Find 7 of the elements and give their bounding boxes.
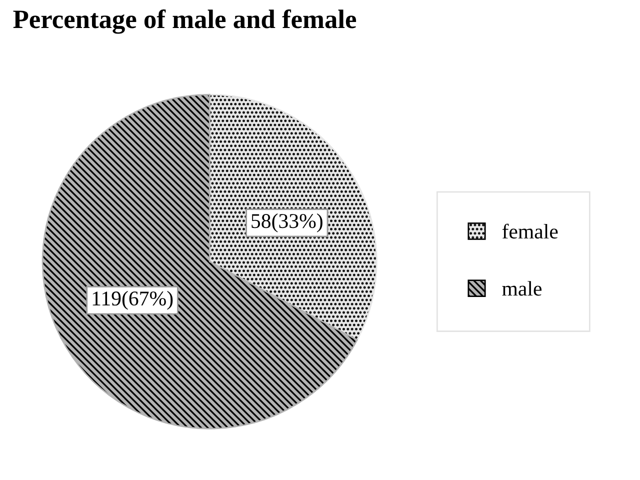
data-label: 58(33%) xyxy=(252,213,322,232)
legend-label: male xyxy=(502,281,542,296)
data-label: 119(67%) xyxy=(92,290,173,310)
legend-label: female xyxy=(502,224,558,239)
chart-title: Percentage of male and female xyxy=(13,9,356,34)
pie-slice xyxy=(42,94,358,430)
pie-slice xyxy=(208,94,378,341)
